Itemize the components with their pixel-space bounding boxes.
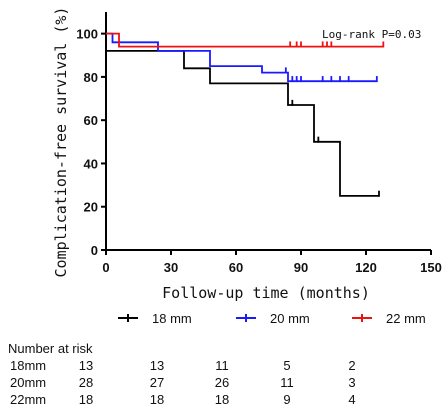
- risk-cell: 27: [150, 375, 164, 390]
- x-tick-label: 60: [229, 260, 243, 275]
- series-line-2: [106, 32, 377, 83]
- x-tick-label: 0: [102, 260, 109, 275]
- risk-cell: 18: [150, 392, 164, 407]
- risk-cell: 2: [348, 358, 355, 373]
- risk-cell: 3: [348, 375, 355, 390]
- series-layer: [106, 32, 385, 197]
- y-tick-label: 0: [91, 243, 98, 258]
- risk-row-label: 22mm: [10, 392, 46, 407]
- risk-table-title: Number at risk: [8, 341, 93, 356]
- risk-row-label: 18mm: [10, 358, 46, 373]
- risk-cell: 18: [79, 392, 93, 407]
- legend-label-1: 18 mm: [152, 311, 192, 326]
- legend: 18 mm 20 mm 22 mm: [118, 311, 426, 326]
- risk-cell: 4: [348, 392, 355, 407]
- y-tick-label: 60: [84, 113, 98, 128]
- risk-cell: 11: [280, 375, 294, 390]
- x-tick-label: 150: [420, 260, 442, 275]
- risk-cell: 26: [215, 375, 229, 390]
- risk-cell: 11: [215, 358, 229, 373]
- x-tick-label: 30: [164, 260, 178, 275]
- axes: 0 20 40 60 80 100 0 30 60 90 120 150: [76, 12, 442, 275]
- y-axis-title: Complication-free survival (%): [52, 7, 70, 278]
- risk-table: Number at risk 18mm 13 13 11 5 2 20mm 28 27 26 11 3…: [8, 341, 356, 407]
- risk-cell: 5: [283, 358, 290, 373]
- y-tick-label: 40: [84, 156, 98, 171]
- x-tick-label: 120: [355, 260, 377, 275]
- x-axis-title: Follow-up time (months): [162, 284, 370, 302]
- x-tick-label: 90: [294, 260, 308, 275]
- log-rank-annotation: Log-rank P=0.03: [322, 28, 421, 41]
- y-tick-label: 80: [84, 70, 98, 85]
- y-tick-label: 100: [76, 27, 98, 42]
- risk-cell: 18: [215, 392, 229, 407]
- risk-cell: 28: [79, 375, 93, 390]
- legend-label-2: 20 mm: [270, 311, 310, 326]
- legend-label-3: 22 mm: [386, 311, 426, 326]
- risk-cell: 9: [283, 392, 290, 407]
- y-tick-label: 20: [84, 200, 98, 215]
- risk-cell: 13: [79, 358, 93, 373]
- risk-row-label: 20mm: [10, 375, 46, 390]
- risk-cell: 13: [150, 358, 164, 373]
- series-line-3: [106, 32, 384, 48]
- series-line-1: [106, 50, 379, 197]
